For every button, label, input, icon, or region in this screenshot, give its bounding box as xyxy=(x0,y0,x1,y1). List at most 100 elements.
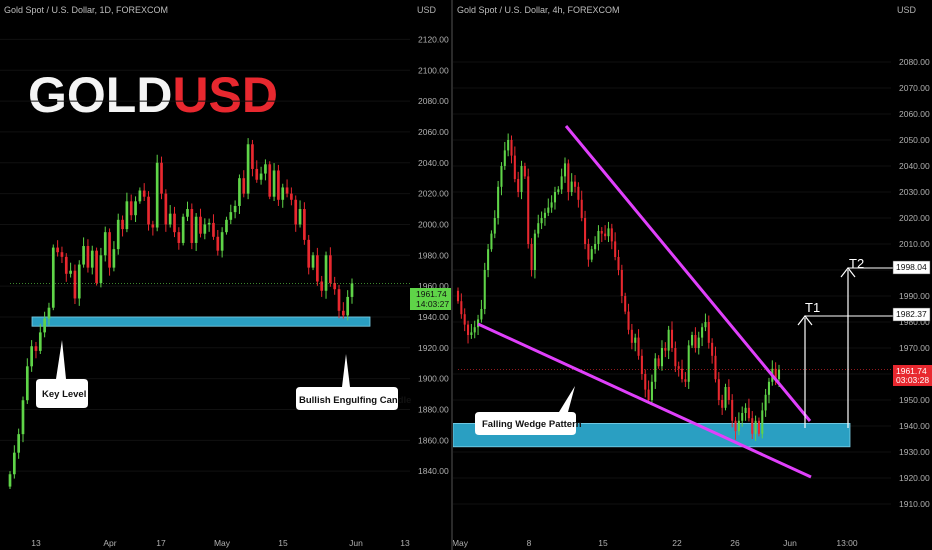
candle-body xyxy=(670,329,674,348)
candle-body xyxy=(587,244,590,260)
candle-body xyxy=(251,144,254,169)
key-level-zone-group xyxy=(31,316,371,327)
daily-x-axis: 13 Apr 17 May 15 Jun 13 xyxy=(31,538,410,548)
candle-body xyxy=(281,187,285,200)
y-tick-label: 2040.00 xyxy=(899,161,930,171)
daily-chart-canvas[interactable]: Gold Spot / U.S. Dollar, 1D, FOREXCOM US… xyxy=(0,0,451,550)
candle-body xyxy=(627,311,630,330)
candle-body xyxy=(584,218,587,244)
y-tick-label: 1940.00 xyxy=(418,312,449,322)
candle-body xyxy=(69,270,72,274)
candle-body xyxy=(500,166,503,187)
candle-body xyxy=(456,290,460,302)
candle-body xyxy=(125,201,129,230)
t2-price: 1998.04 xyxy=(896,262,927,272)
y-tick-label: 2000.00 xyxy=(418,219,449,229)
y-tick-label: 1910.00 xyxy=(899,499,930,509)
candle-body xyxy=(510,140,513,156)
candle-body xyxy=(680,368,684,380)
candle-body xyxy=(647,389,650,400)
candle-body xyxy=(233,205,237,213)
h4-chart-panel[interactable]: Gold Spot / U.S. Dollar, 4h, FOREXCOM US… xyxy=(453,0,932,550)
t1-arrow[interactable] xyxy=(797,315,893,428)
y-tick-label: 2080.00 xyxy=(899,57,930,67)
h4-price-tag: 1961.74 03:03:28 xyxy=(893,365,932,386)
daily-chart-panel[interactable]: Gold Spot / U.S. Dollar, 1D, FOREXCOM US… xyxy=(0,0,451,550)
zone-rect[interactable] xyxy=(31,316,371,327)
candle-body xyxy=(350,283,354,297)
candle-body xyxy=(225,219,228,233)
y-tick-label: 1930.00 xyxy=(899,447,930,457)
y-tick-label: 1880.00 xyxy=(418,404,449,414)
candle-body xyxy=(34,346,38,351)
x-tick-label: Jun xyxy=(349,538,363,548)
key-level-label: Key Level xyxy=(42,389,86,400)
candle-body xyxy=(56,247,59,253)
y-tick-label: 2010.00 xyxy=(899,239,930,249)
candle-body xyxy=(103,232,107,256)
x-tick-label: Apr xyxy=(103,538,116,548)
candle-body xyxy=(199,216,202,234)
wedge-label: Falling Wedge Pattern xyxy=(482,419,582,430)
candle-body xyxy=(761,410,764,434)
candle-body xyxy=(77,264,81,299)
candle-body xyxy=(99,255,103,284)
engulfing-callout: Bullish Engulfing Candle xyxy=(296,354,411,410)
y-tick-label: 1950.00 xyxy=(899,395,930,405)
candle-body xyxy=(694,335,697,348)
candle-body xyxy=(290,193,293,200)
h4-x-axis: May 8 15 22 26 Jun 13:00 xyxy=(453,538,858,548)
candle-body xyxy=(767,381,771,395)
t2-arrow[interactable] xyxy=(840,267,893,428)
candle-body xyxy=(493,218,496,234)
candle-body xyxy=(21,400,25,435)
y-tick-label: 1840.00 xyxy=(418,466,449,476)
candle-body xyxy=(285,187,289,194)
candle-body xyxy=(660,348,664,367)
candle-body xyxy=(90,250,94,268)
x-tick-label: 15 xyxy=(598,538,608,548)
candle-body xyxy=(573,181,577,187)
t1-price: 1982.37 xyxy=(896,309,927,319)
candle-body xyxy=(570,181,573,192)
candle-body xyxy=(530,244,533,270)
candle-body xyxy=(577,186,580,200)
candle-body xyxy=(151,224,155,228)
candle-body xyxy=(160,162,163,194)
candle-body xyxy=(537,223,540,234)
candle-body xyxy=(138,190,142,202)
candle-body xyxy=(600,231,603,234)
wedge-upper-line[interactable] xyxy=(564,125,812,422)
y-tick-label: 2020.00 xyxy=(418,189,449,199)
wedge-lower-line[interactable] xyxy=(477,322,812,479)
candle-body xyxy=(620,270,623,296)
y-tick-label: 2120.00 xyxy=(418,34,449,44)
x-tick-label: May xyxy=(453,538,469,548)
y-tick-label: 2080.00 xyxy=(418,96,449,106)
candle-body xyxy=(259,173,263,180)
y-tick-label: 2060.00 xyxy=(899,109,930,119)
candle-body xyxy=(108,232,111,268)
candle-body xyxy=(173,213,176,233)
candle-body xyxy=(333,283,337,290)
candle-body xyxy=(238,178,241,206)
daily-current-price: 1961.74 xyxy=(416,289,447,299)
h4-chart-canvas[interactable]: Gold Spot / U.S. Dollar, 4h, FOREXCOM US… xyxy=(453,0,932,550)
candle-body xyxy=(714,355,717,380)
candle-body xyxy=(747,407,750,419)
candle-body xyxy=(697,337,700,348)
x-tick-label: 13:00 xyxy=(836,538,858,548)
candle-body xyxy=(129,201,133,216)
candle-body xyxy=(560,176,563,190)
x-tick-label: 8 xyxy=(527,538,532,548)
candle-body xyxy=(168,213,172,225)
y-tick-label: 1960.00 xyxy=(418,281,449,291)
candle-body xyxy=(637,337,640,356)
candle-body xyxy=(255,168,259,180)
candle-body xyxy=(203,224,207,234)
panel-divider[interactable] xyxy=(451,0,453,550)
candle-body xyxy=(460,301,463,315)
candle-body xyxy=(751,418,754,434)
y-tick-label: 1860.00 xyxy=(418,435,449,445)
candle-body xyxy=(194,216,198,243)
